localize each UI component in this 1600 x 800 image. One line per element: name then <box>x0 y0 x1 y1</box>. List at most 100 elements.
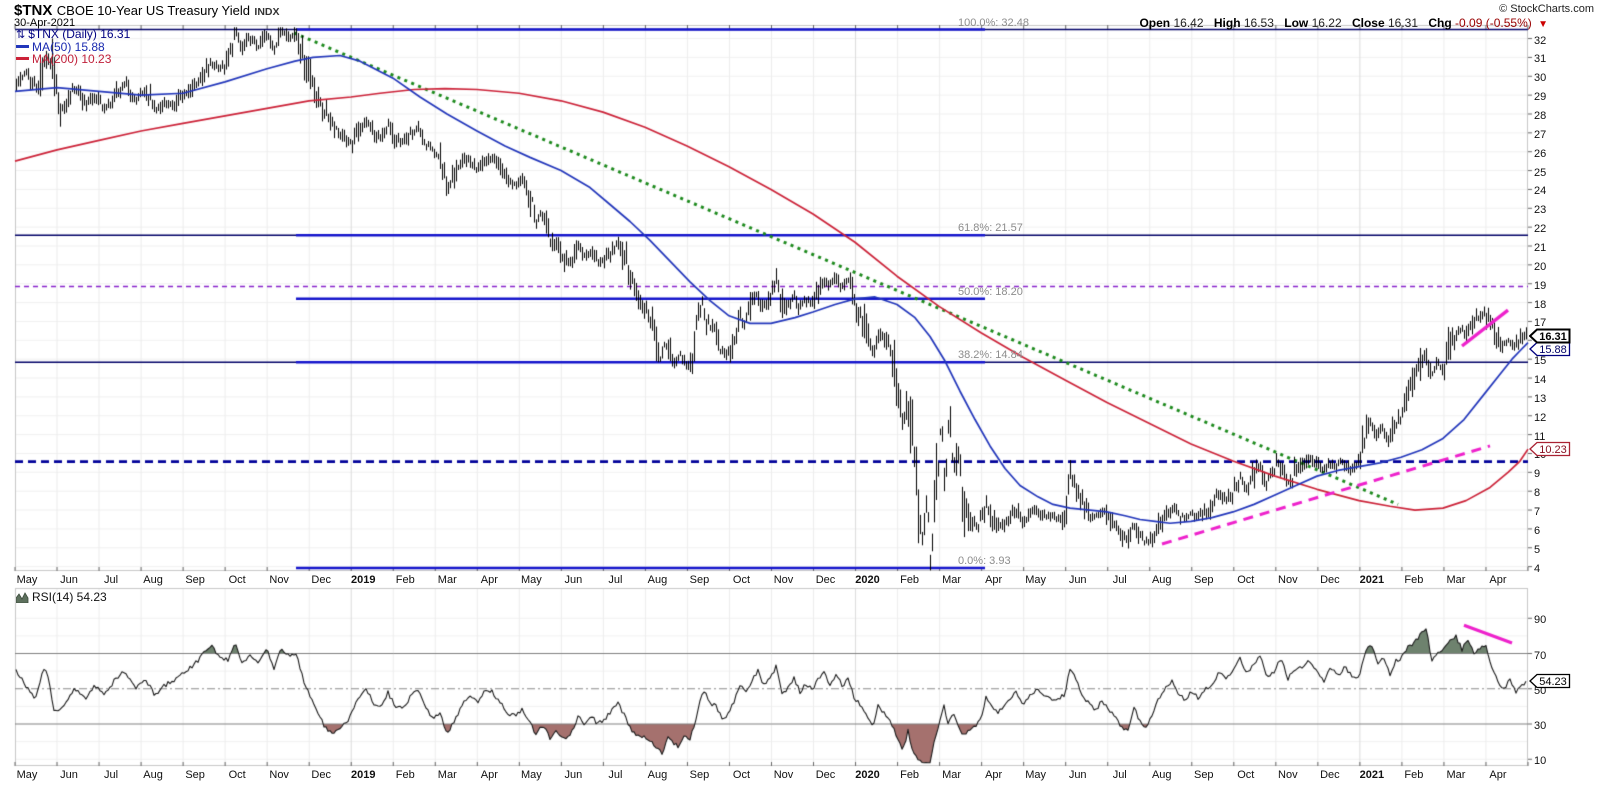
month-label-main: Jun <box>564 574 583 586</box>
close-label: Close <box>1351 16 1385 30</box>
rsi-y-tick-label: 10 <box>1534 755 1547 768</box>
month-label-main: Nov <box>269 574 289 586</box>
fib-level-label: 50.0%: 18.20 <box>958 285 1023 298</box>
month-label-main: May <box>16 574 38 586</box>
main-y-tick-label: 12 <box>1534 411 1547 424</box>
ma50-badge: 15.88 <box>1529 341 1571 362</box>
month-label-main: Apr <box>480 574 498 586</box>
month-label-main: Sep <box>689 574 710 586</box>
month-label-rsi: Apr <box>480 769 498 781</box>
symbol-label: $TNX <box>14 2 53 19</box>
month-label-rsi: Apr <box>985 769 1003 781</box>
month-label-main: Feb <box>1404 574 1424 586</box>
month-label-main: Mar <box>1446 574 1466 586</box>
rsi-area-icon <box>15 592 29 604</box>
main-y-tick-label: 31 <box>1534 53 1547 66</box>
month-label-rsi: Aug <box>647 769 668 781</box>
month-label-rsi: Sep <box>689 769 710 781</box>
main-y-tick-label: 27 <box>1534 128 1547 141</box>
svg-text:54.23: 54.23 <box>1539 676 1567 688</box>
month-label-rsi: Feb <box>395 769 415 781</box>
rsi-legend-label: RSI(14) 54.23 <box>32 590 107 604</box>
ma200-badge: 10.23 <box>1529 441 1571 462</box>
month-label-main: Dec <box>1320 574 1340 586</box>
change-value: -0.09 (-0.55%) <box>1455 16 1532 30</box>
month-label-main: Sep <box>1193 574 1214 586</box>
main-y-tick-label: 20 <box>1534 260 1547 273</box>
month-label-rsi: 2019 <box>350 769 376 781</box>
legend-price: ⇅ $TNX (Daily) 16.31 <box>16 27 130 41</box>
fib-level-label: 38.2%: 14.84 <box>958 349 1023 362</box>
main-y-tick-label: 9 <box>1534 468 1541 481</box>
main-y-tick-label: 22 <box>1534 223 1547 236</box>
main-y-tick-label: 23 <box>1534 204 1547 217</box>
month-label-rsi: Dec <box>1320 769 1340 781</box>
month-label-rsi: Dec <box>815 769 836 781</box>
month-label-rsi: Aug <box>1151 769 1172 781</box>
fib-level-label: 61.8%: 21.57 <box>958 222 1023 235</box>
month-label-rsi: Jul <box>1112 769 1127 781</box>
month-label-rsi: Aug <box>143 769 163 781</box>
svg-text:10.23: 10.23 <box>1539 444 1567 456</box>
open-value: 16.42 <box>1173 16 1204 30</box>
month-label-main: Nov <box>773 574 794 586</box>
month-label-rsi: 2021 <box>1359 769 1385 781</box>
ma200-line-sample-icon <box>16 57 29 61</box>
low-label: Low <box>1284 16 1309 30</box>
month-label-rsi: May <box>1025 769 1047 781</box>
month-label-rsi: Oct <box>732 769 751 781</box>
legend-ma50-label: MA(50) 15.88 <box>32 40 105 54</box>
open-label: Open <box>1139 16 1171 30</box>
main-y-tick-label: 30 <box>1534 72 1547 85</box>
month-label-rsi: Mar <box>1446 769 1466 781</box>
rsi-badge: 54.23 <box>1529 673 1571 694</box>
month-label-rsi: Oct <box>228 769 246 781</box>
month-label-rsi: Jul <box>104 769 119 781</box>
fib-level-label: 0.0%: 3.93 <box>958 554 1011 567</box>
main-y-tick-label: 7 <box>1534 506 1541 519</box>
month-label-main: Apr <box>1489 574 1507 586</box>
month-label-rsi: May <box>16 769 38 781</box>
main-y-tick-label: 32 <box>1534 34 1547 47</box>
month-label-main: Jul <box>104 574 119 586</box>
month-label-main: Oct <box>732 574 751 586</box>
copyright-label: © StockCharts.com <box>1499 3 1594 15</box>
month-label-main: Sep <box>185 574 205 586</box>
main-y-tick-label: 29 <box>1534 91 1547 104</box>
month-label-rsi: Jul <box>608 769 623 781</box>
month-label-rsi: Feb <box>1404 769 1424 781</box>
month-label-main: Jul <box>608 574 623 586</box>
month-label-main: Feb <box>395 574 415 586</box>
high-value: 16.53 <box>1243 16 1274 30</box>
month-label-rsi: Jun <box>1068 769 1087 781</box>
updown-arrows-icon: ⇅ <box>16 29 26 41</box>
main-y-tick-label: 24 <box>1534 185 1547 198</box>
main-y-tick-label: 4 <box>1534 562 1541 575</box>
close-badge: 16.31 <box>1528 328 1571 349</box>
main-y-tick-label: 5 <box>1534 543 1541 556</box>
rsi-y-tick-label: 90 <box>1534 614 1547 627</box>
rsi-y-tick-label: 70 <box>1534 649 1547 662</box>
month-label-rsi: Nov <box>1278 769 1298 781</box>
month-label-main: Oct <box>228 574 246 586</box>
month-label-main: Aug <box>647 574 668 586</box>
main-y-tick-label: 6 <box>1534 524 1541 537</box>
month-label-rsi: Dec <box>311 769 331 781</box>
quote-strip: Open 16.42 High 16.53 Low 16.22 Close 16… <box>1139 16 1548 30</box>
main-y-tick-label: 26 <box>1534 147 1547 160</box>
month-label-rsi: Mar <box>942 769 962 781</box>
legend-ma200: MA(200) 10.23 <box>16 52 111 66</box>
exchange-code: INDX <box>254 6 280 18</box>
ma50-line-sample-icon <box>16 45 29 49</box>
main-y-tick-label: 18 <box>1534 298 1547 311</box>
main-y-tick-label: 13 <box>1534 392 1547 405</box>
month-label-main: 2021 <box>1359 574 1385 586</box>
down-triangle-icon: ▼ <box>1538 19 1548 30</box>
main-y-tick-label: 28 <box>1534 109 1547 122</box>
main-y-tick-label: 15 <box>1534 355 1547 368</box>
month-label-main: Jun <box>1068 574 1087 586</box>
month-label-main: Aug <box>143 574 163 586</box>
svg-text:15.88: 15.88 <box>1539 344 1567 356</box>
legend-price-label: $TNX (Daily) 16.31 <box>28 27 131 41</box>
